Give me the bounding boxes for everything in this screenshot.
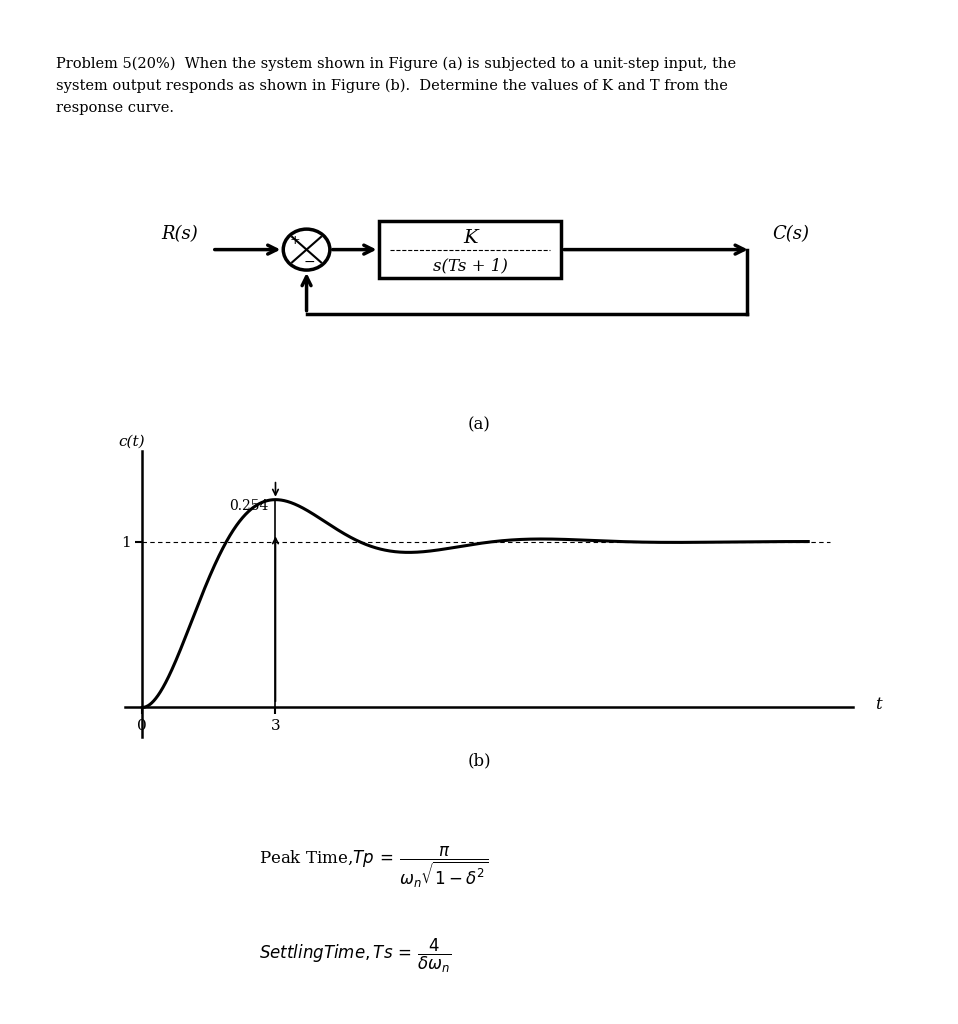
Text: (b): (b)	[468, 753, 490, 770]
Text: (a): (a)	[468, 417, 490, 433]
Text: K: K	[463, 229, 478, 247]
Text: s(Ts + 1): s(Ts + 1)	[433, 258, 508, 274]
Text: 0.254: 0.254	[230, 500, 269, 513]
Text: t: t	[875, 695, 881, 713]
Bar	[379, 221, 561, 279]
Text: R(s): R(s)	[161, 224, 197, 243]
Text: response curve.: response curve.	[56, 101, 173, 116]
Text: C(s): C(s)	[772, 224, 810, 243]
Text: c(t): c(t)	[118, 435, 145, 449]
Text: Peak Time,$Tp\,=\,\dfrac{\pi}{\omega_n\sqrt{1-\delta^2}}$: Peak Time,$Tp\,=\,\dfrac{\pi}{\omega_n\s…	[259, 845, 489, 890]
Text: Problem 5(20%)  When the system shown in Figure (a) is subjected to a unit-step : Problem 5(20%) When the system shown in …	[56, 56, 736, 71]
Text: +: +	[289, 233, 300, 247]
Text: −: −	[303, 255, 314, 269]
Text: system output responds as shown in Figure (b).  Determine the values of K and T : system output responds as shown in Figur…	[56, 79, 727, 93]
Text: $\mathit{SettlingTime,Ts}\,=\,\dfrac{4}{\delta\omega_n}$: $\mathit{SettlingTime,Ts}\,=\,\dfrac{4}{…	[259, 937, 451, 975]
